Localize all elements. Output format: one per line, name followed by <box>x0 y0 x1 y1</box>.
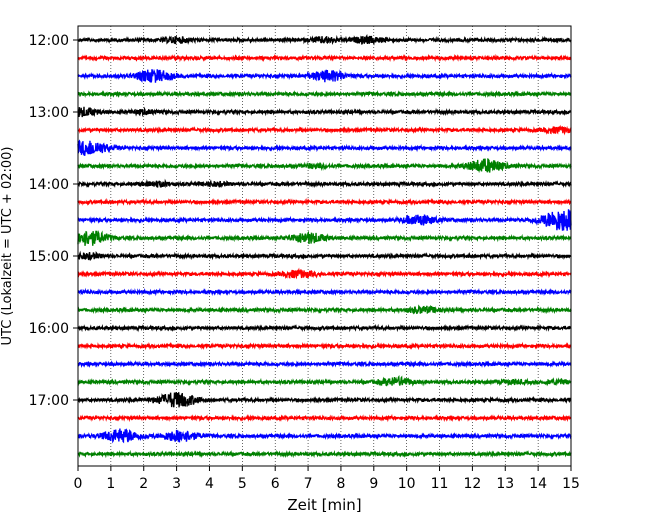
trace-1215 <box>77 53 572 63</box>
trace-1530 <box>77 287 572 297</box>
x-tick-label: 13 <box>496 476 514 492</box>
y-tick-label: 16:00 <box>29 321 69 337</box>
x-tick-label: 10 <box>398 476 416 492</box>
trace-1700 <box>77 392 572 408</box>
trace-1430 <box>77 209 572 231</box>
x-tick-label: 15 <box>562 476 580 492</box>
trace-1730 <box>77 428 572 444</box>
x-tick-label: 5 <box>238 476 247 492</box>
x-tick-label: 1 <box>106 476 115 492</box>
trace-1245 <box>77 89 572 99</box>
trace-1230 <box>77 68 572 83</box>
trace-group <box>77 33 572 459</box>
y-axis-ticks: 12:00 13:00 14:00 15:00 16:00 17:00 <box>29 33 78 409</box>
x-tick-label: 8 <box>336 476 345 492</box>
x-tick-label: 6 <box>271 476 280 492</box>
x-tick-label: 0 <box>74 476 83 492</box>
trace-1515 <box>77 267 572 280</box>
x-axis-label: Zeit [min] <box>287 496 361 514</box>
trace-1200 <box>77 33 572 46</box>
x-tick-label: 7 <box>304 476 313 492</box>
trace-1600 <box>77 323 572 333</box>
y-axis-label: UTC (Lokalzeit = UTC + 02:00) <box>0 147 15 346</box>
trace-1545 <box>77 304 572 315</box>
trace-1500 <box>77 250 572 262</box>
x-tick-label: 14 <box>529 476 547 492</box>
y-tick-label: 12:00 <box>29 33 69 49</box>
trace-1615 <box>77 341 572 351</box>
y-tick-label: 17:00 <box>29 393 69 409</box>
plot-frame <box>77 25 572 467</box>
trace-1645 <box>77 375 572 387</box>
x-tick-label: 9 <box>369 476 378 492</box>
y-tick-label: 14:00 <box>29 177 69 193</box>
trace-1300 <box>77 106 572 118</box>
trace-1745 <box>77 449 572 459</box>
x-tick-label: 2 <box>139 476 148 492</box>
trace-1445 <box>77 229 572 246</box>
x-tick-label: 12 <box>463 476 481 492</box>
trace-1330 <box>77 139 572 156</box>
y-tick-label: 15:00 <box>29 249 69 265</box>
trace-1415 <box>77 197 572 207</box>
y-tick-label: 13:00 <box>29 105 69 121</box>
trace-1315 <box>77 124 572 136</box>
x-axis-ticks: 0 1 2 3 4 5 6 7 8 9 10 11 12 13 14 15 <box>74 466 580 492</box>
x-tick-label: 3 <box>172 476 181 492</box>
x-tick-label: 11 <box>431 476 449 492</box>
trace-1345 <box>77 158 572 174</box>
trace-1400 <box>77 178 572 189</box>
trace-1715 <box>77 413 572 423</box>
x-tick-label: 4 <box>205 476 214 492</box>
trace-1630 <box>77 359 572 369</box>
